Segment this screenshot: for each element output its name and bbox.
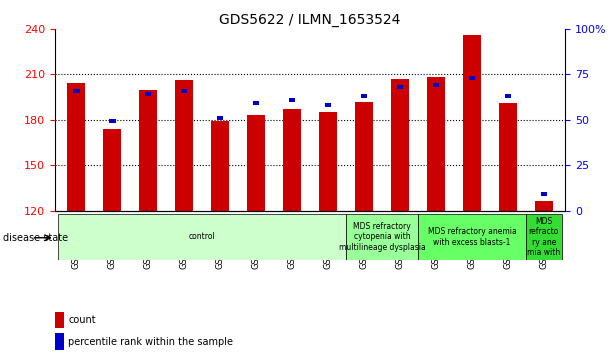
Bar (145, 92, 151, 96)
Bar (73, 89, 80, 93)
Text: disease state: disease state (3, 233, 68, 243)
Bar (427, 77, 445, 211)
Bar (103, 129, 121, 211)
Bar (391, 79, 409, 211)
Text: count: count (68, 315, 96, 325)
Text: MDS refractory
cytopenia with
multilineage dysplasia: MDS refractory cytopenia with multilinea… (339, 222, 426, 252)
Bar (247, 115, 265, 211)
Bar (505, 94, 511, 98)
Bar (58, 214, 346, 260)
Bar (346, 214, 418, 260)
Bar (361, 94, 367, 98)
Bar (397, 85, 403, 89)
Bar (526, 214, 562, 260)
Bar (211, 121, 229, 211)
Bar (55, 311, 64, 328)
Bar (418, 214, 526, 260)
Bar (355, 102, 373, 211)
Text: percentile rank within the sample: percentile rank within the sample (68, 337, 233, 347)
Bar (67, 83, 85, 211)
Bar (289, 98, 295, 102)
Bar (139, 90, 157, 211)
Text: MDS
refracto
ry ane
mia with: MDS refracto ry ane mia with (527, 217, 561, 257)
Bar (535, 201, 553, 211)
Bar (109, 119, 116, 123)
Bar (181, 89, 187, 93)
Bar (319, 112, 337, 211)
Bar (175, 81, 193, 211)
Bar (469, 76, 475, 80)
Bar (253, 101, 260, 105)
Text: control: control (189, 232, 216, 241)
Bar (541, 192, 547, 196)
Bar (499, 103, 517, 211)
Title: GDS5622 / ILMN_1653524: GDS5622 / ILMN_1653524 (219, 13, 401, 26)
Bar (217, 116, 223, 120)
Bar (463, 35, 481, 211)
Text: MDS refractory anemia
with excess blasts-1: MDS refractory anemia with excess blasts… (427, 227, 516, 246)
Bar (283, 109, 301, 211)
Bar (55, 333, 64, 350)
Bar (325, 103, 331, 107)
Bar (433, 83, 439, 87)
